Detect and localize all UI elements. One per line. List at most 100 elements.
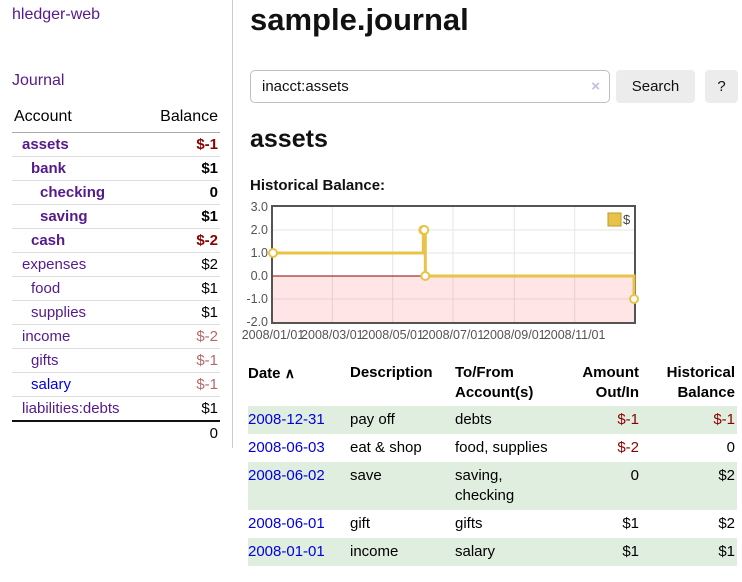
- account-link-supplies[interactable]: supplies: [31, 304, 87, 321]
- transactions-header-row: Date ∧ Description To/From Account(s) Am…: [248, 360, 737, 406]
- account-link-salary[interactable]: salary: [31, 376, 72, 393]
- y-axis-tick-label: -1.0: [246, 292, 268, 306]
- app-title-link[interactable]: hledger-web: [12, 6, 101, 23]
- transaction-date-link[interactable]: 2008-06-01: [248, 515, 325, 532]
- transaction-accounts: debts: [455, 411, 492, 428]
- transaction-description: save: [350, 467, 382, 484]
- transaction-balance: $-1: [713, 411, 735, 428]
- transaction-description: income: [350, 543, 399, 560]
- clear-search-icon[interactable]: ×: [591, 78, 600, 95]
- transaction-amount: $1: [622, 515, 639, 532]
- transaction-balance: $2: [718, 467, 735, 484]
- transaction-accounts: saving, checking: [455, 467, 515, 504]
- transaction-date-link[interactable]: 2008-01-01: [248, 543, 325, 560]
- transaction-date-link[interactable]: 2008-06-03: [248, 439, 325, 456]
- search-button[interactable]: Search: [616, 70, 695, 103]
- transaction-description: eat & shop: [350, 439, 422, 456]
- search-box: ×: [250, 70, 610, 103]
- accounts-header-account: Account: [14, 108, 72, 125]
- account-heading: assets: [250, 125, 328, 153]
- column-header-accounts: To/From Account(s): [455, 364, 534, 401]
- column-header-amount: Amount Out/In: [582, 364, 639, 401]
- y-axis-tick-label: 2.0: [250, 223, 268, 237]
- account-link-gifts[interactable]: gifts: [31, 352, 59, 369]
- sidebar-item-journal[interactable]: Journal: [12, 72, 65, 89]
- historical-balance-chart: $ 3.0 2.0 1.0 0.0 -1.0 -2.0 2008/01/01 2008/03/…: [242, 200, 742, 348]
- account-link-checking[interactable]: checking: [40, 184, 106, 201]
- account-row: saving $1: [12, 205, 220, 229]
- chart-svg: $: [268, 207, 639, 322]
- transaction-row: 2008-06-03 eat & shop food, supplies $-2 0: [248, 434, 737, 462]
- transaction-row: 2008-01-01 income salary $1 $1: [248, 538, 737, 566]
- data-point-marker: [268, 248, 278, 258]
- account-balance: $1: [201, 280, 218, 297]
- account-balance: $1: [201, 304, 218, 321]
- main-content: sample.journal × Search ? assets Histori…: [242, 0, 742, 582]
- account-row: assets $-1: [12, 133, 220, 157]
- account-row: checking 0: [12, 181, 220, 205]
- account-link-expenses[interactable]: expenses: [22, 256, 87, 273]
- transaction-row: 2008-06-02 save saving, checking 0 $2: [248, 462, 737, 510]
- y-axis-tick-label: 3.0: [250, 200, 268, 214]
- accounts-total-value: 0: [209, 425, 218, 442]
- transaction-row: 2008-12-31 pay off debts $-1 $-1: [248, 406, 737, 434]
- y-axis-tick-label: 0.0: [250, 269, 268, 283]
- transaction-date-link[interactable]: 2008-12-31: [248, 411, 325, 428]
- transaction-accounts: gifts: [455, 515, 483, 532]
- account-row: supplies $1: [12, 301, 220, 325]
- transaction-description: pay off: [350, 411, 395, 428]
- account-balance: $-1: [196, 376, 218, 393]
- transaction-amount: 0: [630, 467, 639, 484]
- help-button[interactable]: ?: [705, 70, 738, 103]
- accounts-total-row: 0: [12, 421, 220, 445]
- transaction-row: 2008-06-01 gift gifts $1 $2: [248, 510, 737, 538]
- transaction-description: gift: [350, 515, 371, 532]
- transaction-balance: $2: [718, 515, 735, 532]
- accounts-header-balance: Balance: [160, 108, 218, 125]
- column-header-balance: Historical Balance: [666, 364, 735, 401]
- account-row: food $1: [12, 277, 220, 301]
- search-input[interactable]: [251, 71, 609, 102]
- column-header-date[interactable]: Date ∧: [248, 365, 295, 382]
- legend-swatch: [607, 212, 622, 227]
- transaction-amount: $1: [622, 543, 639, 560]
- transaction-date-link[interactable]: 2008-06-02: [248, 467, 325, 484]
- x-axis-tick-label: 2008/01/01: [241, 328, 305, 342]
- legend-label: $: [623, 212, 631, 227]
- account-balance: $-2: [196, 232, 218, 249]
- account-balance: 0: [209, 184, 218, 201]
- account-link-cash[interactable]: cash: [31, 232, 66, 249]
- account-link-assets[interactable]: assets: [22, 136, 69, 153]
- account-balance: $-2: [196, 328, 218, 345]
- sidebar: hledger-web Journal Account Balance asse…: [0, 0, 233, 448]
- chart-plot-area: $: [268, 205, 639, 324]
- account-row: gifts $-1: [12, 349, 220, 373]
- transaction-amount: $-1: [617, 411, 639, 428]
- y-axis-tick-label: -2.0: [246, 315, 268, 329]
- account-row: expenses $2: [12, 253, 220, 277]
- account-link-bank[interactable]: bank: [31, 160, 67, 177]
- transaction-balance: 0: [726, 439, 735, 456]
- x-axis-tick-label: 2008/11/01: [543, 328, 606, 342]
- page-title: sample.journal: [250, 2, 469, 37]
- account-balance: $1: [201, 160, 218, 177]
- account-link-income[interactable]: income: [22, 328, 71, 345]
- account-balance: $1: [201, 208, 218, 225]
- account-row: income $-2: [12, 325, 220, 349]
- account-link-liabilities-debts[interactable]: liabilities:debts: [22, 400, 120, 417]
- y-axis-tick-label: 1.0: [250, 246, 268, 260]
- x-axis-tick-label: 2008/03/01: [301, 328, 364, 342]
- account-link-food[interactable]: food: [31, 280, 61, 297]
- accounts-table: Account Balance assets $-1 bank $1 checking 0…: [12, 106, 220, 445]
- account-row: bank $1: [12, 157, 220, 181]
- account-balance: $-1: [196, 136, 218, 153]
- account-row: liabilities:debts $1: [12, 397, 220, 421]
- account-balance: $1: [201, 400, 218, 417]
- account-row: salary $-1: [12, 373, 220, 397]
- account-link-saving[interactable]: saving: [40, 208, 88, 225]
- transaction-accounts: food, supplies: [455, 439, 548, 456]
- transaction-balance: $1: [718, 543, 735, 560]
- data-point-marker: [420, 271, 431, 281]
- x-axis-tick-label: 2008/07/01: [421, 328, 485, 342]
- account-row: cash $-2: [12, 229, 220, 253]
